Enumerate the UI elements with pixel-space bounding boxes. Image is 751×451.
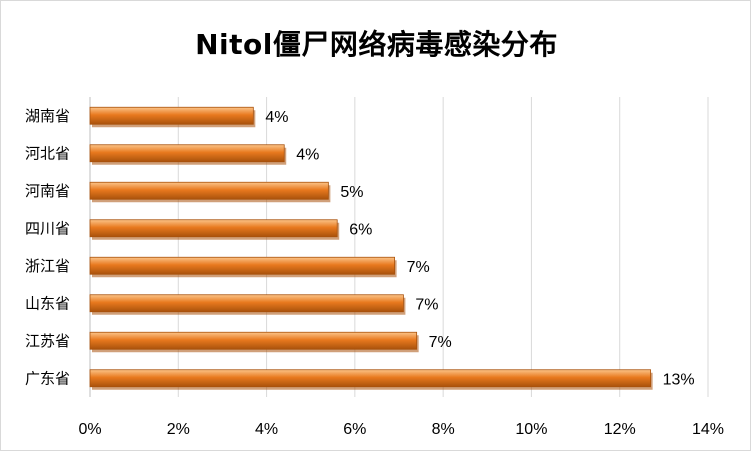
data-label: 5% [340, 184, 363, 201]
data-label: 6% [349, 221, 372, 238]
category-label: 山东省 [25, 294, 70, 312]
category-label: 湖南省 [25, 107, 70, 125]
x-tick-label: 6% [343, 421, 366, 438]
x-tick-label: 10% [515, 421, 547, 438]
x-tick-label: 4% [255, 421, 278, 438]
x-tick-label: 12% [604, 421, 636, 438]
x-tick-label: 0% [78, 421, 101, 438]
bar [89, 106, 254, 125]
category-label: 河北省 [25, 144, 70, 162]
data-label: 7% [407, 259, 430, 276]
data-label: 7% [429, 334, 452, 351]
category-label: 河南省 [25, 182, 70, 200]
chart-title: Nitol僵尸网络病毒感染分布 [195, 28, 558, 61]
data-label: 13% [663, 371, 695, 388]
category-label: 浙江省 [25, 257, 70, 275]
data-label: 4% [296, 146, 319, 163]
data-label: 4% [265, 109, 288, 126]
category-label: 江苏省 [25, 332, 70, 350]
labels: 0% 2% 4% 6% 8% 10% 12% 14% 湖南省 4% 河北省 4% 河南省 5% 四川省 6% 浙… [25, 107, 724, 438]
bar [89, 331, 418, 350]
x-tick-label: 2% [167, 421, 190, 438]
bar [89, 144, 285, 163]
category-label: 广东省 [25, 369, 70, 387]
bar [89, 369, 652, 388]
x-tick-label: 8% [432, 421, 455, 438]
data-label: 7% [415, 296, 438, 313]
bar [89, 181, 329, 200]
bar [89, 294, 404, 313]
x-tick-label: 14% [692, 421, 724, 438]
bars [89, 106, 653, 390]
bar [89, 256, 395, 275]
category-label: 四川省 [25, 219, 70, 237]
bar [89, 219, 338, 238]
